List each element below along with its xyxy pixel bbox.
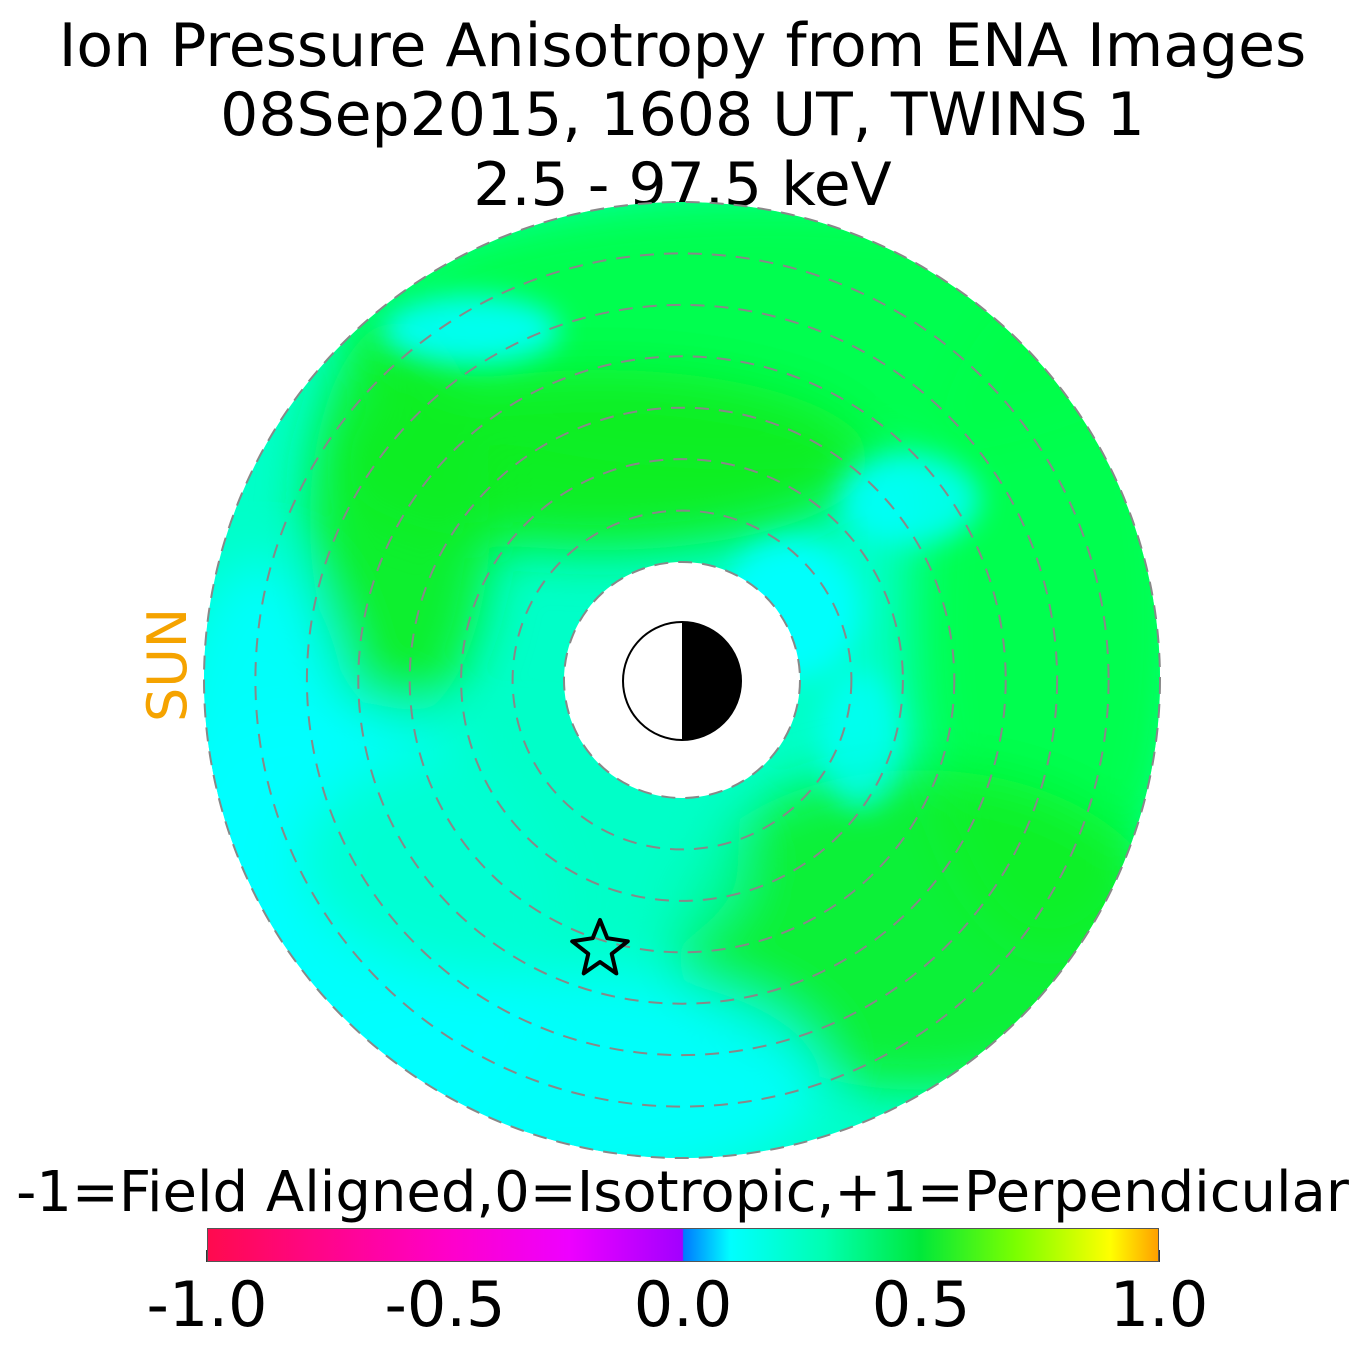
chart-title-line-1: Ion Pressure Anisotropy from ENA Images — [58, 11, 1307, 81]
heatmap-blob-aqua-band — [300, 740, 740, 980]
dashed-ring-8 — [203, 201, 1161, 1159]
dashed-ring-6 — [305, 303, 1059, 1057]
colorbar-tick-label-1: 1.0 — [1109, 1268, 1209, 1341]
heatmap-blob-cyan-mid-right — [840, 455, 980, 545]
satellite-star-icon — [570, 918, 630, 976]
dashed-ring-2 — [511, 509, 853, 851]
colorbar-tick-label-neg-1: -1.0 — [146, 1268, 268, 1341]
dashed-ring-5 — [357, 355, 1007, 1005]
colorbar-tick-label-0-5: 0.5 — [871, 1268, 971, 1341]
dashed-ring-1 — [563, 561, 801, 799]
chart-title-line-2: 08Sep2015, 1608 UT, TWINS 1 — [220, 80, 1145, 150]
earth-symbol — [622, 621, 742, 741]
dashed-ring-3 — [460, 458, 904, 902]
dashed-ring-4 — [408, 406, 956, 954]
heatmap-blob-cyan-right-inner — [820, 670, 900, 810]
dashed-distance-rings — [203, 201, 1161, 1159]
colorbar — [207, 1228, 1159, 1262]
sun-direction-label: SUN — [136, 607, 199, 722]
earth-nightside — [682, 622, 741, 740]
colorbar-tick-label-0: 0.0 — [633, 1268, 733, 1341]
dashed-ring-7 — [254, 252, 1110, 1108]
colorbar-gradient — [208, 1229, 1158, 1261]
colorbar-caption: -1=Field Aligned,0=Isotropic,+1=Perpendi… — [0, 1160, 1365, 1226]
heatmap-blob-cyan-bottom — [300, 970, 820, 1158]
colorbar-tick-label-neg-0-5: -0.5 — [384, 1268, 506, 1341]
heatmap-disk — [204, 202, 1160, 1158]
heatmap-blob-cyan-upper-left — [380, 295, 560, 365]
colorbar-caption-text: -1=Field Aligned,0=Isotropic,+1=Perpendi… — [16, 1160, 1349, 1225]
